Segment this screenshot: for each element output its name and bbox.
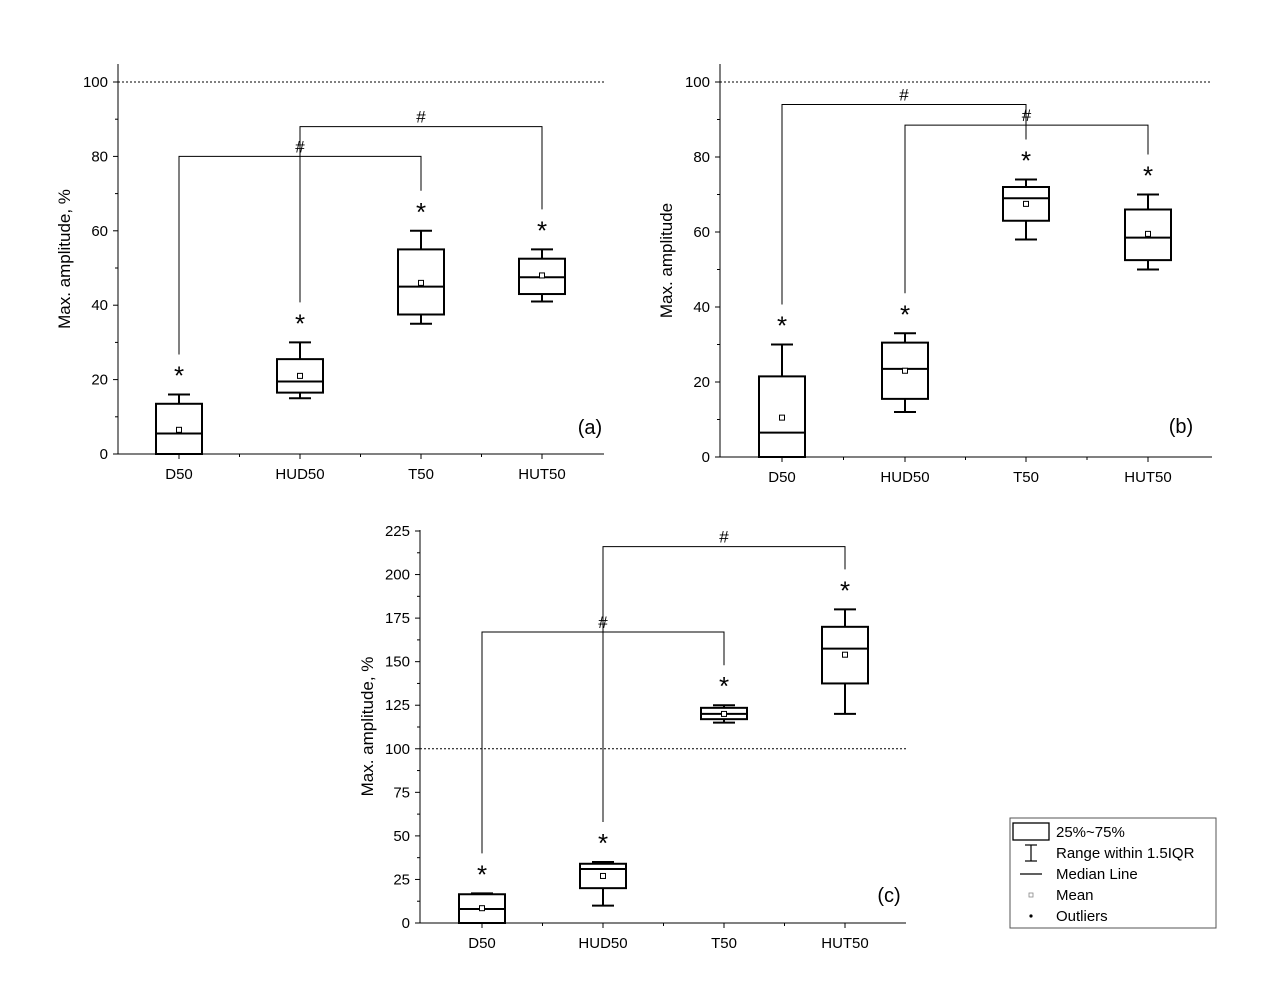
significance-star: *: [295, 308, 305, 338]
x-tick-label: HUD50: [275, 466, 324, 483]
box: [881, 341, 929, 400]
legend: 25%~75% Range within 1.5IQR Median Line …: [1009, 817, 1217, 929]
x-tick-label: HUD50: [578, 935, 627, 952]
legend-outlier-swatch: [1029, 914, 1033, 918]
y-tick-label: 150: [385, 654, 410, 671]
significance-star: *: [537, 215, 547, 245]
legend-frame: [1009, 817, 1217, 929]
box: [758, 375, 806, 458]
y-tick-label: 20: [91, 372, 108, 389]
mean-marker: [176, 426, 182, 433]
legend-label-whisker: Range within 1.5IQR: [1056, 845, 1195, 862]
legend-label-mean: Mean: [1056, 887, 1094, 904]
comparison-label: #: [719, 528, 729, 547]
panel-label: (a): [578, 417, 602, 439]
legend-mean-swatch: [1028, 892, 1034, 898]
y-axis-label: Max. amplitude, %: [358, 657, 377, 797]
mean-marker: [779, 414, 785, 421]
box: [276, 358, 324, 394]
y-tick-label: 60: [91, 223, 108, 240]
y-axis-label: Max. amplitude, %: [55, 189, 74, 329]
significance-star: *: [719, 671, 729, 701]
x-tick-label: D50: [468, 935, 496, 952]
mean-marker: [842, 651, 848, 658]
y-tick-label: 100: [83, 74, 108, 91]
panel-a: 0 20 40 60 80 100 Max. amplitude, % D50 HUD50 T50…: [55, 64, 604, 483]
legend-label-outliers: Outliers: [1056, 908, 1108, 925]
comparison-bracket: [602, 546, 846, 823]
y-tick-label: 0: [100, 446, 108, 463]
mean-marker: [539, 272, 545, 279]
comparison-bracket: [299, 126, 543, 303]
box: [397, 248, 445, 316]
box: [1002, 186, 1050, 222]
box: [579, 862, 627, 890]
y-tick-label: 225: [385, 523, 410, 540]
y-tick-label: 200: [385, 567, 410, 584]
panel-b: 0 20 40 60 80 100 Max. amplitude D50 HUD50 T50 HUT…: [657, 64, 1212, 486]
x-tick-label: T50: [711, 935, 737, 952]
y-tick-label: 40: [693, 299, 710, 316]
y-tick-label: 0: [402, 915, 410, 932]
x-tick-label: T50: [408, 466, 434, 483]
y-tick-label: 0: [702, 449, 710, 466]
significance-star: *: [416, 197, 426, 227]
y-tick-label: 50: [393, 828, 410, 845]
y-tick-label: 25: [393, 871, 410, 888]
mean-marker: [721, 710, 727, 717]
box: [1124, 208, 1172, 262]
significance-star: *: [598, 828, 608, 858]
y-tick-label: 100: [385, 741, 410, 758]
mean-marker: [600, 872, 606, 879]
y-tick-label: 175: [385, 610, 410, 627]
panel-label: (b): [1169, 416, 1193, 438]
x-tick-label: HUT50: [518, 466, 566, 483]
y-tick-label: 80: [91, 148, 108, 165]
y-tick-label: 40: [91, 297, 108, 314]
legend-label-median: Median Line: [1056, 866, 1138, 883]
box: [155, 402, 203, 455]
y-tick-label: 100: [685, 74, 710, 91]
mean-marker: [297, 372, 303, 379]
comparison-bracket: [781, 104, 1027, 305]
legend-whisker-swatch: [1025, 844, 1037, 862]
x-tick-label: HUT50: [821, 935, 869, 952]
x-tick-label: D50: [165, 466, 193, 483]
panel-label: (c): [877, 885, 900, 907]
x-tick-label: HUT50: [1124, 469, 1172, 486]
comparison-label: #: [1022, 106, 1032, 125]
box: [821, 625, 869, 685]
mean-marker: [902, 367, 908, 374]
panel-c: 0 25 50 75 100 125 150 175 200 225 Max. amplitude,…: [358, 523, 906, 952]
comparison-label: #: [899, 86, 909, 105]
mean-marker: [418, 279, 424, 286]
x-tick-label: D50: [768, 469, 796, 486]
y-tick-label: 125: [385, 697, 410, 714]
comparison-bracket: [904, 124, 1149, 294]
significance-star: *: [777, 311, 787, 341]
significance-star: *: [1143, 161, 1153, 191]
significance-star: *: [840, 575, 850, 605]
significance-star: *: [477, 859, 487, 889]
y-tick-label: 80: [693, 149, 710, 166]
mean-marker: [479, 905, 485, 912]
significance-star: *: [174, 360, 184, 390]
significance-star: *: [1021, 146, 1031, 176]
legend-box-swatch: [1012, 822, 1050, 841]
significance-star: *: [900, 299, 910, 329]
y-tick-label: 75: [393, 784, 410, 801]
y-axis-label: Max. amplitude: [657, 203, 676, 318]
mean-marker: [1023, 200, 1029, 207]
mean-marker: [1145, 230, 1151, 237]
y-tick-label: 20: [693, 374, 710, 391]
x-tick-label: HUD50: [880, 469, 929, 486]
x-tick-label: T50: [1013, 469, 1039, 486]
y-tick-label: 60: [693, 224, 710, 241]
legend-label-box: 25%~75%: [1056, 824, 1125, 841]
comparison-label: #: [416, 108, 426, 127]
